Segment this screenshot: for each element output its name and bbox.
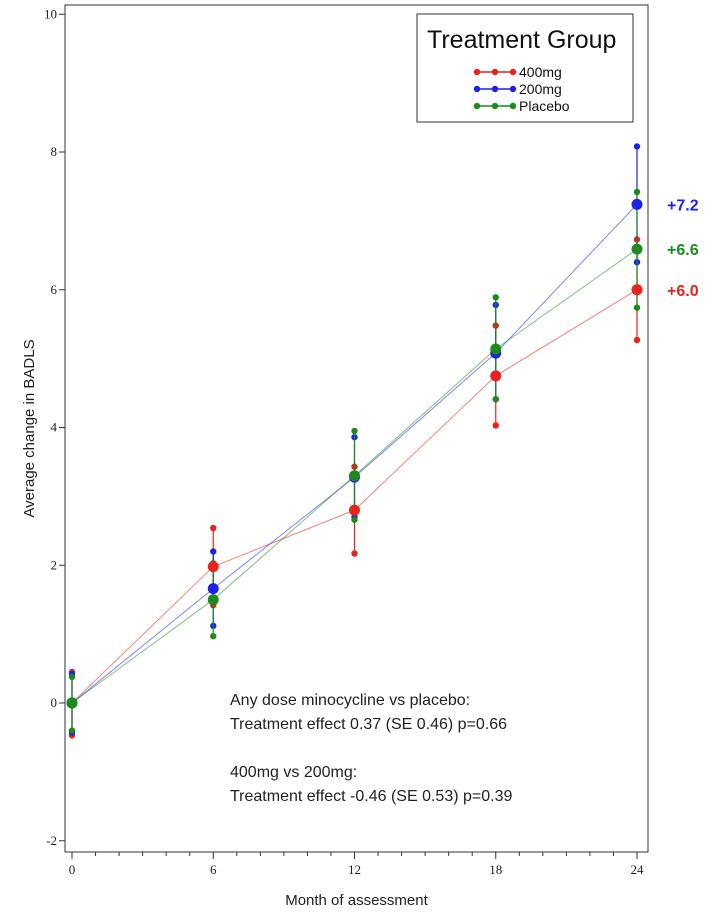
legend-item: Placebo bbox=[473, 98, 570, 114]
y-tick-label: -2 bbox=[46, 833, 57, 848]
series-placebo bbox=[68, 188, 641, 734]
data-point bbox=[631, 284, 643, 296]
error-bar-upper-cap bbox=[210, 548, 217, 555]
error-bar-upper-cap bbox=[492, 294, 499, 301]
legend-box bbox=[416, 13, 634, 123]
end-value-label: +7.2 bbox=[667, 197, 699, 214]
y-tick-label: 10 bbox=[44, 6, 57, 21]
legend-label: 400mg bbox=[519, 64, 562, 80]
error-bar-upper-cap bbox=[633, 143, 641, 150]
data-point bbox=[631, 243, 643, 255]
error-bar-lower-cap bbox=[492, 396, 499, 403]
legend-swatch-marker bbox=[473, 102, 481, 110]
annotation-line: Treatment effect -0.46 (SE 0.53) p=0.39 bbox=[230, 788, 512, 805]
error-bar-upper-cap bbox=[68, 673, 76, 681]
data-point bbox=[207, 583, 219, 595]
legend-title: Treatment Group bbox=[427, 26, 616, 54]
error-bar-lower-cap bbox=[351, 516, 358, 523]
end-labels: +7.2 +6.6 +6.0 bbox=[667, 197, 699, 299]
legend-swatch-marker bbox=[509, 68, 517, 76]
data-point bbox=[349, 504, 360, 516]
error-bar-upper-cap bbox=[633, 188, 641, 196]
series-layer bbox=[66, 143, 643, 739]
x-tick-label: 6 bbox=[210, 862, 217, 877]
x-axis: 0 6 12 18 24 bbox=[69, 852, 644, 877]
error-bar-upper-cap bbox=[210, 524, 217, 532]
y-tick-label: 2 bbox=[51, 557, 58, 572]
annotation-line: Any dose minocycline vs placebo: bbox=[230, 692, 470, 709]
legend-label: 200mg bbox=[519, 81, 562, 97]
end-value-label: +6.0 bbox=[667, 283, 699, 300]
x-tick-label: 24 bbox=[631, 862, 645, 877]
data-point bbox=[631, 198, 643, 210]
x-tick-label: 12 bbox=[348, 862, 361, 877]
x-tick-label: 18 bbox=[489, 862, 502, 877]
y-tick-label: 8 bbox=[51, 144, 58, 159]
legend-swatch-marker bbox=[473, 85, 481, 93]
data-point bbox=[207, 594, 219, 606]
end-value-label: +6.6 bbox=[667, 242, 699, 259]
legend-swatch-marker bbox=[491, 102, 499, 110]
data-point bbox=[490, 343, 502, 355]
legend-swatch-marker bbox=[491, 68, 499, 76]
legend-swatch-marker bbox=[509, 102, 517, 110]
error-bar-upper-cap bbox=[351, 427, 358, 435]
data-point bbox=[490, 370, 502, 382]
plot-frame bbox=[64, 4, 649, 853]
legend-label: Placebo bbox=[519, 98, 570, 114]
error-bar-lower-cap bbox=[633, 304, 641, 311]
annotations: Any dose minocycline vs placebo: Treatme… bbox=[230, 692, 512, 805]
legend-item: 200mg bbox=[473, 81, 562, 97]
legend-swatch-marker bbox=[509, 85, 517, 93]
y-tick-label: 0 bbox=[51, 695, 58, 710]
x-axis-title: Month of assessment bbox=[285, 892, 428, 909]
data-point bbox=[349, 470, 360, 482]
y-tick-label: 4 bbox=[51, 420, 58, 435]
x-tick-label: 0 bbox=[69, 862, 76, 877]
data-point bbox=[66, 697, 78, 709]
y-axis-title: Average change in BADLS bbox=[21, 339, 38, 517]
legend-swatch-marker bbox=[491, 85, 499, 93]
error-bar-lower-cap bbox=[351, 550, 358, 557]
y-axis: -2 0 2 4 6 8 10 bbox=[44, 6, 65, 848]
error-bar-lower-cap bbox=[492, 422, 499, 429]
annotation-line: 400mg vs 200mg: bbox=[230, 764, 357, 781]
data-point bbox=[207, 561, 219, 573]
error-bar-lower-cap bbox=[68, 727, 76, 734]
annotation-line: Treatment effect 0.37 (SE 0.46) p=0.66 bbox=[230, 716, 507, 733]
error-bar-lower-cap bbox=[210, 632, 217, 640]
series-points bbox=[66, 243, 643, 709]
legend-item: 400mg bbox=[473, 64, 562, 80]
legend-swatch-marker bbox=[473, 68, 481, 76]
y-tick-label: 6 bbox=[51, 282, 58, 297]
error-bar-lower-cap bbox=[633, 336, 641, 344]
